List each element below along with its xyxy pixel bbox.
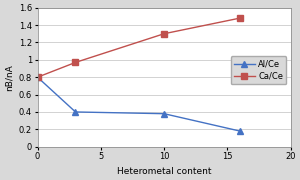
Al/Ce (36, 76, 39, 78)
Line: Ca/Ce: Ca/Ce (35, 15, 243, 80)
Ca/Ce (74, 61, 77, 64)
Al/Ce (162, 113, 166, 115)
Ca/Ce (36, 76, 39, 78)
Ca/Ce (238, 17, 242, 19)
X-axis label: Heterometal content: Heterometal content (117, 167, 211, 176)
Line: Al/Ce: Al/Ce (35, 74, 243, 134)
Al/Ce (238, 130, 242, 132)
Al/Ce (74, 111, 77, 113)
Y-axis label: nB/nA: nB/nA (4, 64, 13, 91)
Ca/Ce (162, 33, 166, 35)
Legend: Al/Ce, Ca/Ce: Al/Ce, Ca/Ce (231, 56, 286, 84)
